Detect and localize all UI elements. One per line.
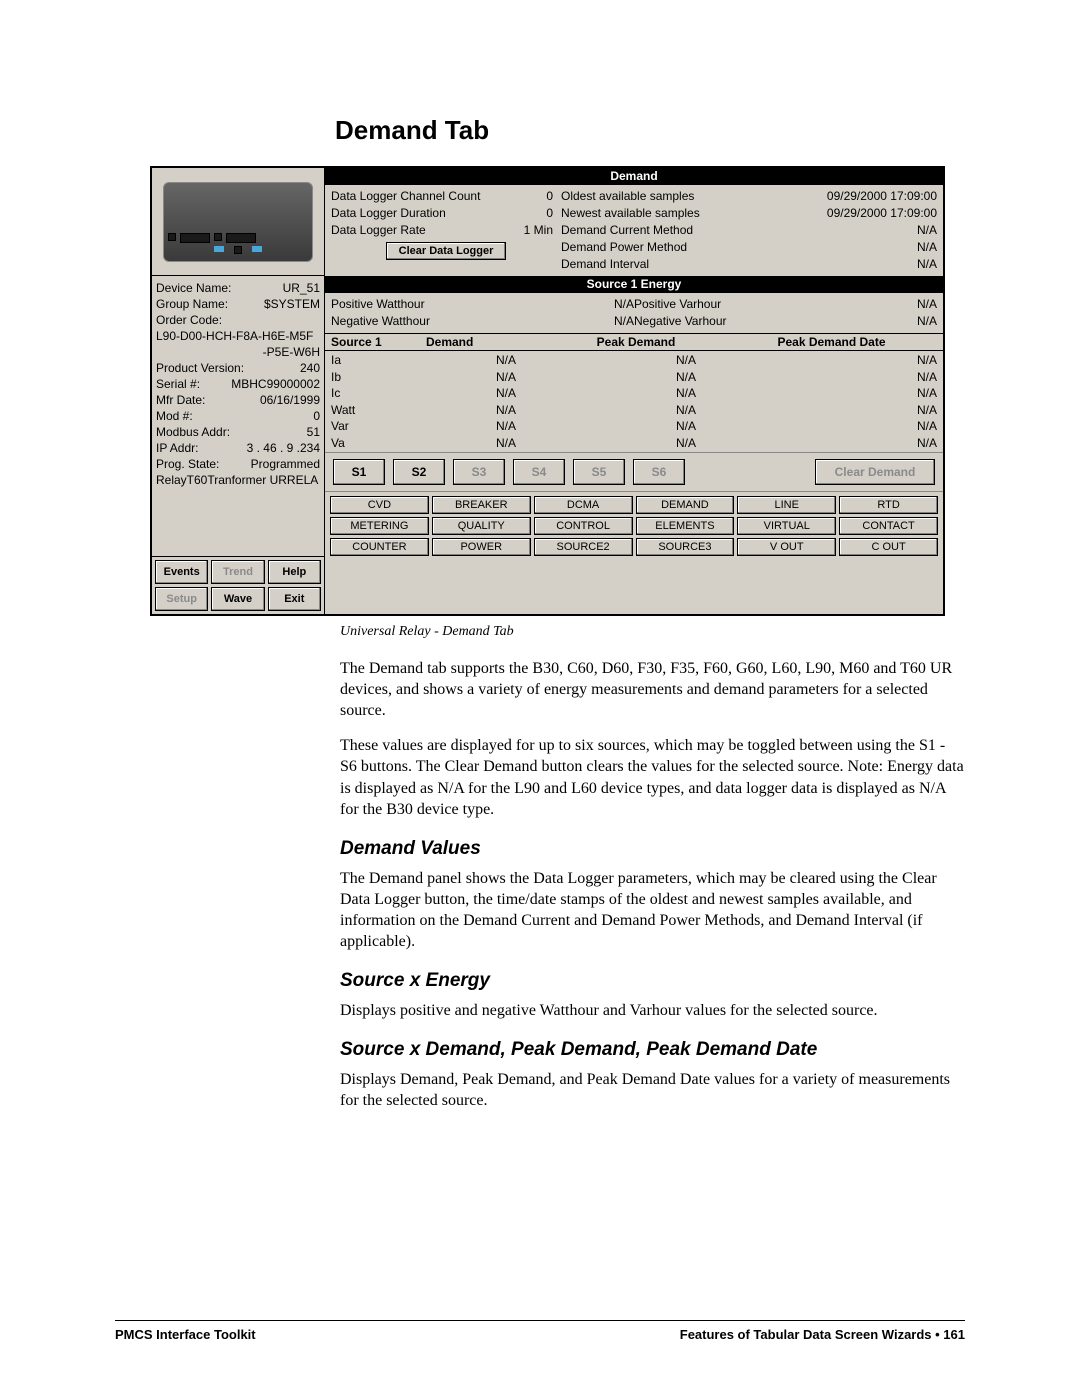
logger-row: Data Logger Duration0Newest available sa… — [331, 205, 937, 222]
subheading-source-energy: Source x Energy — [340, 970, 965, 992]
tab-metering[interactable]: METERING — [330, 517, 429, 535]
tab-breaker[interactable]: BREAKER — [432, 496, 531, 514]
energy-pane: Positive WatthourN/APositive VarhourN/AN… — [325, 293, 943, 333]
energy-row: Positive WatthourN/APositive VarhourN/A — [331, 296, 937, 313]
subheading-source-demand: Source x Demand, Peak Demand, Peak Deman… — [340, 1039, 965, 1061]
source-button-s1[interactable]: S1 — [333, 459, 385, 485]
tab-rtd[interactable]: RTD — [839, 496, 938, 514]
tab-grid: CVDBREAKERDCMADEMANDLINERTD METERINGQUALI… — [325, 492, 943, 560]
info-row: L90-D00-HCH-F8A-H6E-M5F — [156, 328, 320, 344]
demand-table-header: Source 1 Demand Peak Demand Peak Demand … — [325, 333, 943, 351]
paragraph: The Demand tab supports the B30, C60, D6… — [340, 658, 965, 721]
info-row: RelayT60Tranformer URRELA — [156, 472, 320, 488]
logger-row: Data Logger Channel Count0Oldest availab… — [331, 188, 937, 205]
source-button-s2[interactable]: S2 — [393, 459, 445, 485]
tab-power[interactable]: POWER — [432, 538, 531, 556]
wave-button[interactable]: Wave — [211, 587, 264, 611]
action-buttons: EventsTrendHelp SetupWaveExit — [152, 557, 324, 614]
paragraph: The Demand panel shows the Data Logger p… — [340, 868, 965, 952]
energy-row: Negative WatthourN/ANegative VarhourN/A — [331, 313, 937, 330]
info-row: Device Name:UR_51 — [156, 280, 320, 296]
demand-row: WattN/AN/AN/A — [331, 402, 937, 419]
page: Demand Tab Device Name:UR_51Group Name:$… — [0, 0, 1080, 1186]
tab-control[interactable]: CONTROL — [534, 517, 633, 535]
info-row: Product Version:240 — [156, 360, 320, 376]
left-panel: Device Name:UR_51Group Name:$SYSTEMOrder… — [152, 168, 325, 614]
col-demand: Demand — [426, 335, 546, 349]
figure-caption: Universal Relay - Demand Tab — [340, 624, 965, 640]
paragraph: These values are displayed for up to six… — [340, 735, 965, 819]
tab-dcma[interactable]: DCMA — [534, 496, 633, 514]
demand-row: VarN/AN/AN/A — [331, 418, 937, 435]
right-panel: Demand Data Logger Channel Count0Oldest … — [325, 168, 943, 614]
device-info: Device Name:UR_51Group Name:$SYSTEMOrder… — [152, 276, 324, 557]
source-button-row: S1 S2 S3 S4 S5 S6 Clear Demand — [325, 452, 943, 492]
paragraph: Displays positive and negative Watthour … — [340, 1000, 965, 1021]
source-button-s5: S5 — [573, 459, 625, 485]
info-row: Serial #:MBHC99000002 — [156, 376, 320, 392]
tab-counter[interactable]: COUNTER — [330, 538, 429, 556]
setup-button: Setup — [155, 587, 208, 611]
page-title: Demand Tab — [335, 115, 965, 146]
tab-contact[interactable]: CONTACT — [839, 517, 938, 535]
col-peak: Peak Demand — [546, 335, 726, 349]
source-button-s6: S6 — [633, 459, 685, 485]
demand-row: IaN/AN/AN/A — [331, 352, 937, 369]
info-row: Modbus Addr:51 — [156, 424, 320, 440]
help-button[interactable]: Help — [268, 560, 321, 584]
info-row: Mod #:0 — [156, 408, 320, 424]
tab-c-out[interactable]: C OUT — [839, 538, 938, 556]
info-row: Order Code: — [156, 312, 320, 328]
subheading-demand-values: Demand Values — [340, 838, 965, 860]
col-source: Source 1 — [331, 335, 426, 349]
tab-source2[interactable]: SOURCE2 — [534, 538, 633, 556]
trend-button: Trend — [211, 560, 264, 584]
source-button-s3: S3 — [453, 459, 505, 485]
logger-extra: Clear Data LoggerDemand Power MethodN/AD… — [331, 239, 937, 273]
demand-row: IcN/AN/AN/A — [331, 385, 937, 402]
clear-data-logger-button[interactable]: Clear Data Logger — [386, 242, 507, 260]
logger-pane: Data Logger Channel Count0Oldest availab… — [325, 185, 943, 276]
info-row: -P5E-W6H — [156, 344, 320, 360]
tab-virtual[interactable]: VIRTUAL — [737, 517, 836, 535]
tab-source3[interactable]: SOURCE3 — [636, 538, 735, 556]
tab-demand[interactable]: DEMAND — [636, 496, 735, 514]
device-image — [152, 168, 324, 276]
device-render — [163, 182, 313, 262]
source-button-s4: S4 — [513, 459, 565, 485]
demand-header: Demand — [325, 168, 943, 185]
info-row: IP Addr:3 . 46 . 9 .234 — [156, 440, 320, 456]
tab-cvd[interactable]: CVD — [330, 496, 429, 514]
tab-quality[interactable]: QUALITY — [432, 517, 531, 535]
tab-elements[interactable]: ELEMENTS — [636, 517, 735, 535]
demand-row: VaN/AN/AN/A — [331, 435, 937, 452]
demand-row: IbN/AN/AN/A — [331, 369, 937, 386]
tab-v-out[interactable]: V OUT — [737, 538, 836, 556]
energy-header: Source 1 Energy — [325, 276, 943, 293]
events-button[interactable]: Events — [155, 560, 208, 584]
info-row: Prog. State:Programmed — [156, 456, 320, 472]
tab-line[interactable]: LINE — [737, 496, 836, 514]
demand-table-body: IaN/AN/AN/AIbN/AN/AN/AIcN/AN/AN/AWattN/A… — [325, 351, 943, 452]
footer-right: Features of Tabular Data Screen Wizards … — [680, 1327, 965, 1342]
col-peakdate: Peak Demand Date — [726, 335, 937, 349]
info-row: Mfr Date:06/16/1999 — [156, 392, 320, 408]
exit-button[interactable]: Exit — [268, 587, 321, 611]
footer-left: PMCS Interface Toolkit — [115, 1327, 256, 1342]
screenshot-figure: Device Name:UR_51Group Name:$SYSTEMOrder… — [150, 166, 945, 616]
clear-demand-button[interactable]: Clear Demand — [815, 459, 935, 485]
logger-row: Data Logger Rate1 MinDemand Current Meth… — [331, 222, 937, 239]
info-row: Group Name:$SYSTEM — [156, 296, 320, 312]
page-footer: PMCS Interface Toolkit Features of Tabul… — [115, 1320, 965, 1342]
paragraph: Displays Demand, Peak Demand, and Peak D… — [340, 1069, 965, 1111]
